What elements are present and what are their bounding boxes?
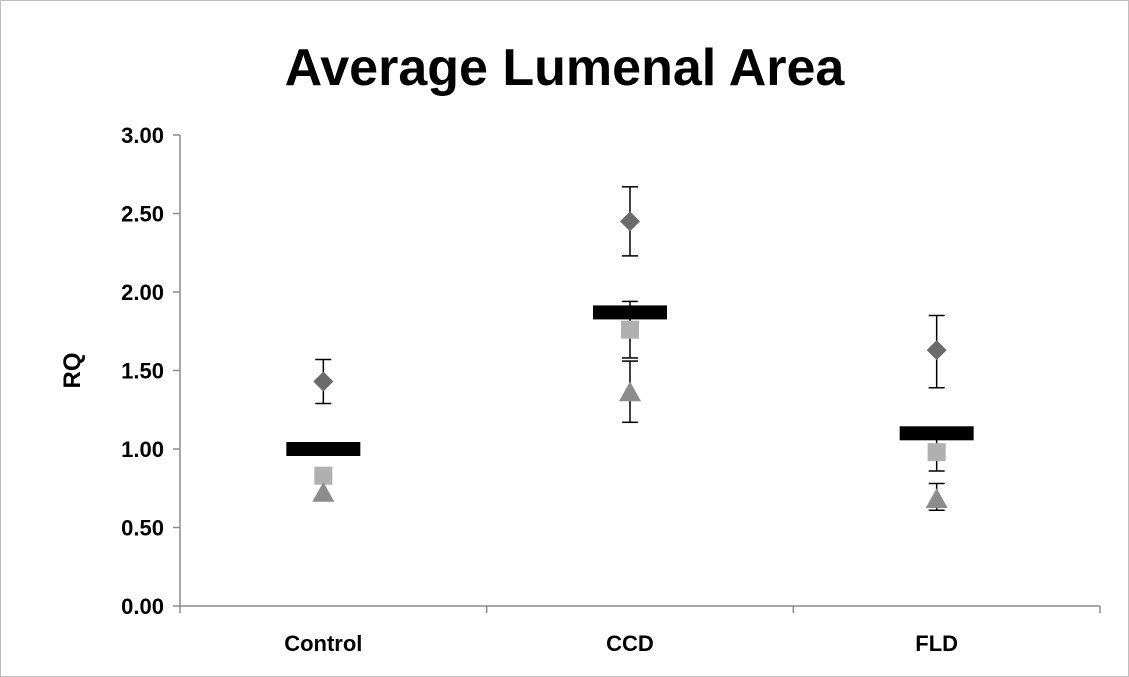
x-category-label: CCD <box>606 631 654 656</box>
y-tick-label: 0.50 <box>121 516 164 541</box>
y-axis-title: RQ <box>59 353 86 389</box>
y-tick-label: 1.50 <box>121 359 164 384</box>
axes <box>173 134 1101 613</box>
x-category-label: FLD <box>915 631 958 656</box>
y-tick-label: 3.00 <box>121 123 164 148</box>
diamond-marker <box>313 371 334 392</box>
square-marker <box>314 466 333 485</box>
diamond-marker <box>620 211 640 232</box>
mean-bar <box>899 426 974 441</box>
diamond-marker <box>926 340 947 361</box>
square-marker <box>621 320 639 339</box>
error-bars <box>315 186 945 511</box>
triangle-marker <box>925 488 948 509</box>
chart-title: Average Lumenal Area <box>284 39 845 97</box>
mean-bars <box>286 305 974 456</box>
y-tick-label: 1.00 <box>121 437 164 462</box>
mean-bar <box>593 305 667 320</box>
data-markers <box>312 211 948 509</box>
y-tick-label: 2.00 <box>121 280 164 305</box>
square-marker <box>927 443 946 462</box>
triangle-marker <box>312 481 335 502</box>
triangle-marker <box>619 381 641 402</box>
axis-labels: 0.00 0.50 1.00 1.50 2.00 2.50 3.00 Control CCD FL… <box>59 123 958 656</box>
y-tick-label: 0.00 <box>121 594 164 619</box>
mean-bar <box>286 442 361 456</box>
x-category-label: Control <box>284 631 362 656</box>
y-tick-label: 2.50 <box>121 202 164 227</box>
